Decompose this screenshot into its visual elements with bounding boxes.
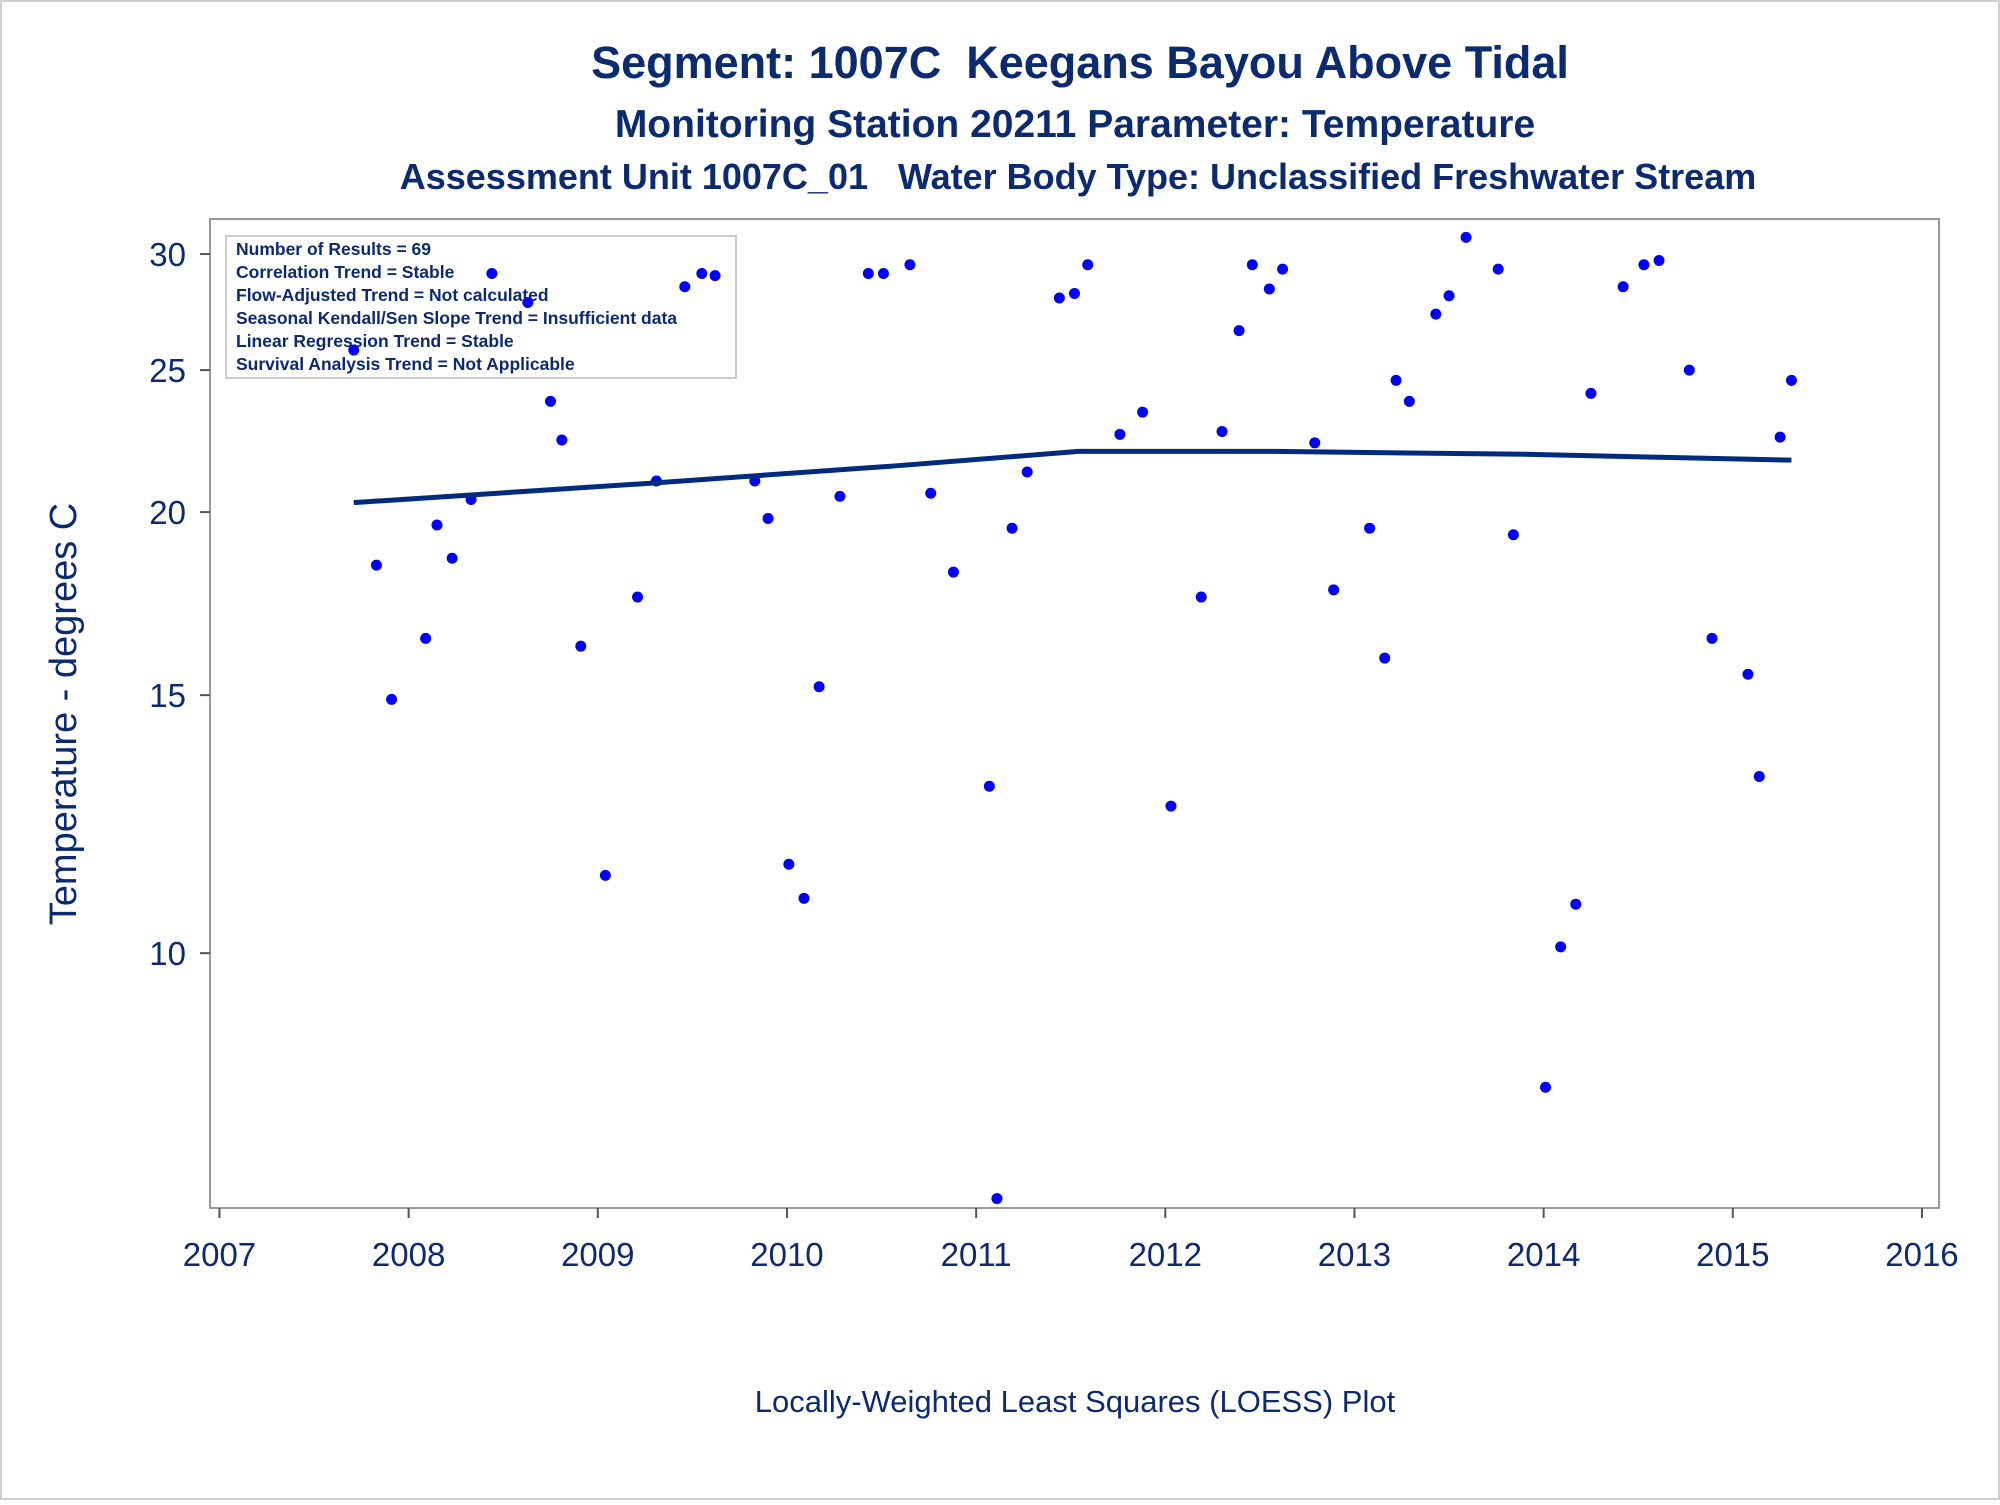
y-tick-label: 15 (149, 677, 186, 714)
data-point (983, 780, 995, 792)
y-tick-label: 20 (149, 494, 186, 531)
data-point (1195, 591, 1207, 603)
data-point (370, 559, 382, 571)
data-point (762, 512, 774, 524)
data-point (696, 267, 708, 279)
data-point (1443, 290, 1455, 302)
data-point (420, 632, 432, 644)
x-tick-label: 2009 (561, 1236, 634, 1273)
data-point (1328, 584, 1340, 596)
data-point (1165, 800, 1177, 812)
data-point (599, 869, 611, 881)
x-tick-label: 2008 (372, 1236, 445, 1273)
data-point (1570, 898, 1582, 910)
data-point (1507, 529, 1519, 541)
stats-line: Flow-Adjusted Trend = Not calculated (236, 285, 549, 305)
data-point (1021, 466, 1033, 478)
data-point (632, 591, 644, 603)
data-point (1785, 374, 1797, 386)
data-point (877, 267, 889, 279)
data-point (545, 395, 557, 407)
data-point (1585, 387, 1597, 399)
stats-line: Seasonal Kendall/Sen Slope Trend = Insuf… (236, 308, 677, 328)
data-point (1277, 263, 1289, 275)
loess-line (353, 448, 1792, 506)
data-point (348, 344, 360, 356)
stats-line: Linear Regression Trend = Stable (236, 331, 514, 351)
data-point (1460, 231, 1472, 243)
data-point (1246, 259, 1258, 271)
x-tick-label: 2013 (1318, 1236, 1391, 1273)
y-tick-label: 10 (149, 935, 186, 972)
data-point (1638, 259, 1650, 271)
data-point (522, 297, 534, 309)
data-point (1492, 263, 1504, 275)
data-point (834, 490, 846, 502)
data-point (446, 552, 458, 564)
chart-subtitle: Monitoring Station 20211 Parameter: Temp… (615, 103, 1535, 146)
data-point (1379, 652, 1391, 664)
stats-line: Correlation Trend = Stable (236, 262, 455, 282)
data-point (925, 487, 937, 499)
y-axis-label: Temperature - degrees C (43, 503, 85, 925)
data-point (783, 858, 795, 870)
data-point (991, 1193, 1003, 1205)
data-point (1216, 426, 1228, 438)
data-point (1069, 287, 1080, 299)
data-point (575, 640, 587, 652)
data-point (1617, 281, 1629, 293)
x-tick-label: 2010 (750, 1236, 823, 1273)
data-point (1309, 437, 1321, 449)
data-point (1053, 292, 1065, 304)
y-tick-label: 25 (149, 352, 186, 389)
y-tick-label: 30 (149, 236, 186, 273)
data-point (1706, 632, 1718, 644)
data-point (1390, 374, 1402, 386)
data-point (1114, 428, 1126, 440)
data-point (1555, 941, 1567, 953)
data-point (862, 267, 874, 279)
data-point (1683, 364, 1695, 376)
x-tick-label: 2014 (1507, 1236, 1580, 1273)
data-point (1403, 395, 1415, 407)
stats-box (225, 235, 737, 379)
stats-line: Survival Analysis Trend = Not Applicable (236, 354, 575, 374)
data-point (1653, 254, 1665, 266)
x-tick-label: 2011 (941, 1236, 1012, 1273)
data-point (1006, 522, 1018, 534)
chart-title: Segment: 1007C Keegans Bayou Above Tidal (591, 37, 1569, 88)
data-point (1753, 770, 1765, 782)
data-point (1263, 283, 1275, 295)
data-point (947, 566, 959, 578)
data-point (813, 681, 825, 693)
x-axis-label: Locally-Weighted Least Squares (LOESS) P… (755, 1384, 1396, 1419)
data-point (1774, 431, 1786, 443)
data-point (709, 270, 721, 282)
plot-area (209, 218, 1940, 1209)
x-tick-label: 2007 (183, 1236, 256, 1273)
data-point (1137, 406, 1149, 418)
data-point (1233, 325, 1245, 337)
x-tick-label: 2015 (1696, 1236, 1769, 1273)
data-point (386, 693, 398, 705)
data-point (1430, 308, 1442, 320)
data-point (904, 259, 916, 271)
data-point (556, 434, 568, 446)
chart-subtitle: Assessment Unit 1007C_01 Water Body Type… (400, 156, 1757, 197)
data-point (1742, 668, 1754, 680)
x-tick-label: 2016 (1885, 1236, 1958, 1273)
x-tick-label: 2012 (1129, 1236, 1202, 1273)
data-point (486, 267, 498, 279)
data-point (1364, 522, 1376, 534)
stats-line: Number of Results = 69 (236, 239, 431, 259)
data-point (798, 892, 810, 904)
data-point (1082, 259, 1094, 271)
data-point (679, 281, 691, 293)
data-point (431, 519, 443, 531)
data-point (1540, 1081, 1552, 1093)
